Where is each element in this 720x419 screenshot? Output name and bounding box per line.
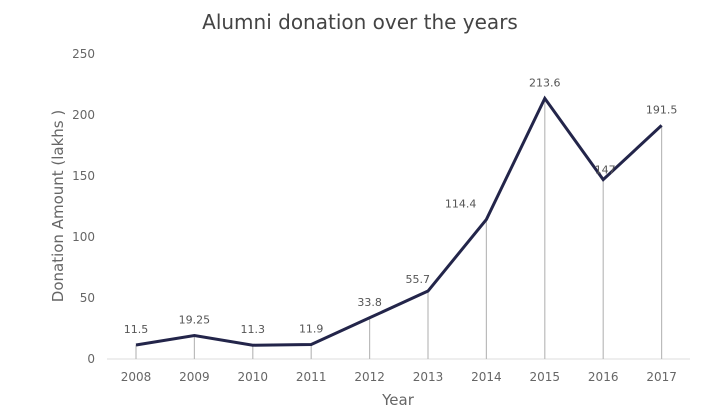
data-label: 213.6 — [529, 76, 561, 89]
data-label: 191.5 — [646, 103, 678, 116]
x-tick-label: 2013 — [413, 370, 444, 384]
data-label: 11.3 — [241, 323, 266, 336]
data-label: 147 — [595, 164, 616, 177]
x-axis-label: Year — [381, 391, 415, 409]
x-tick-label: 2011 — [296, 370, 327, 384]
data-label: 11.9 — [299, 322, 324, 335]
data-label: 33.8 — [357, 296, 382, 309]
data-label: 11.5 — [124, 323, 149, 336]
y-axis-label: Donation Amount (lakhs ) — [49, 110, 67, 302]
x-tick-label: 2015 — [530, 370, 561, 384]
chart-title: Alumni donation over the years — [202, 10, 518, 34]
y-tick-label: 50 — [80, 291, 95, 305]
data-label: 19.25 — [179, 314, 211, 327]
series-line — [135, 95, 663, 347]
x-tick-label: 2014 — [471, 370, 502, 384]
y-tick-label: 250 — [72, 47, 95, 61]
x-tick-label: 2016 — [588, 370, 619, 384]
data-label: 55.7 — [406, 273, 431, 286]
y-tick-label: 150 — [72, 169, 95, 183]
x-tick-label: 2012 — [354, 370, 385, 384]
data-label: 114.4 — [445, 197, 477, 210]
y-tick-label: 100 — [72, 230, 95, 244]
y-tick-label: 200 — [72, 108, 95, 122]
x-tick-label: 2008 — [121, 370, 152, 384]
x-tick-label: 2009 — [179, 370, 210, 384]
x-tick-label: 2010 — [238, 370, 269, 384]
y-tick-label: 0 — [87, 352, 95, 366]
x-tick-label: 2017 — [646, 370, 677, 384]
